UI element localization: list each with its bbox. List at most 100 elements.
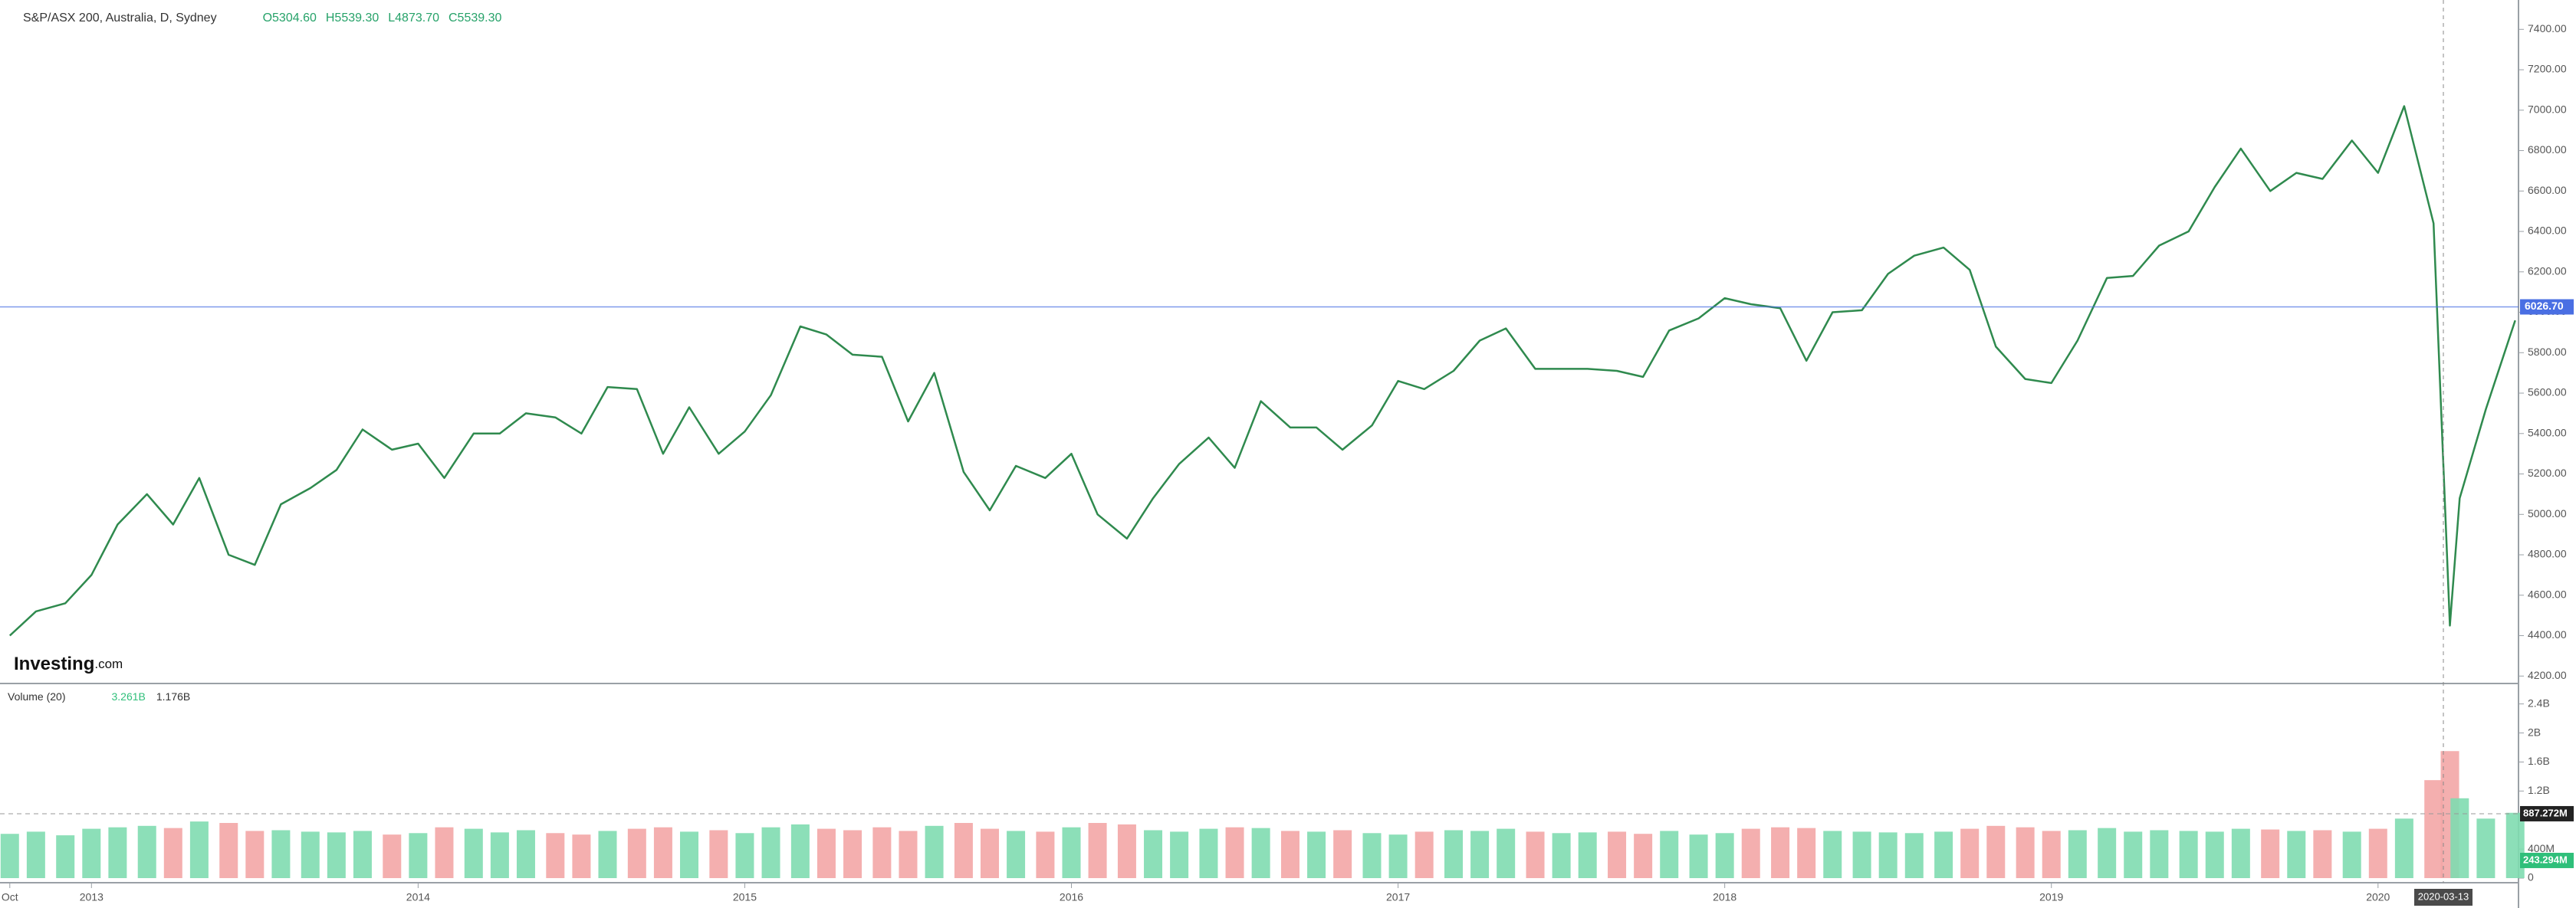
volume-bar: [516, 830, 535, 878]
volume-bar: [2124, 831, 2143, 878]
volume-bar: [899, 831, 918, 878]
y-tick-label: 7000.00: [2528, 103, 2567, 115]
volume-bar: [680, 831, 699, 878]
volume-bar: [1307, 831, 1326, 878]
volume-bar: [1414, 831, 1434, 878]
volume-bar: [816, 828, 836, 878]
y-tick-label: 5000.00: [2528, 507, 2567, 520]
volume-bar: [1144, 830, 1163, 878]
volume-bar: [1333, 830, 1352, 878]
volume-bar: [1771, 827, 1790, 878]
price-tag-label: 6026.70: [2525, 300, 2564, 312]
volume-bar: [2016, 827, 2035, 878]
volume-bar: [2450, 798, 2469, 878]
volume-ma-value: 1.176B: [156, 690, 190, 703]
volume-bar: [925, 825, 944, 878]
crosshair-tag: [2414, 889, 2473, 906]
x-tick-label: 2013: [80, 891, 104, 903]
y-tick-label: 6400.00: [2528, 225, 2567, 237]
volume-bar: [2368, 828, 2387, 878]
volume-bar: [1470, 831, 1490, 878]
x-tick-label: 2020: [2366, 891, 2390, 903]
volume-bar: [271, 830, 291, 878]
volume-bar: [2231, 828, 2250, 878]
volume-bar: [1251, 828, 1270, 878]
volume-bar: [627, 828, 646, 878]
volume-bar: [409, 833, 428, 878]
volume-bar: [189, 821, 209, 878]
logo-main: Investing: [14, 654, 94, 674]
volume-tag-label: 887.272M: [2523, 807, 2568, 818]
volume-bar: [1578, 832, 1597, 878]
volume-title: Volume (20): [8, 690, 65, 703]
volume-bar: [653, 827, 672, 878]
price-tag: [2520, 299, 2574, 315]
price-line: [8, 105, 2516, 637]
logo-suffix: .com: [94, 657, 123, 671]
volume-bar: [980, 828, 999, 878]
y-tick-label: 5800.00: [2528, 346, 2567, 358]
volume-bar: [1199, 828, 1218, 878]
y-tick-label: 6800.00: [2528, 143, 2567, 156]
ohlc-open: O5304.60: [263, 11, 317, 25]
volume-bar: [2205, 831, 2224, 878]
volume-bar: [490, 832, 509, 878]
ohlc-high: H5539.30: [326, 11, 379, 25]
volume-bar: [327, 832, 346, 878]
y-tick-label: 4800.00: [2528, 548, 2567, 560]
x-tick-label: 2014: [406, 891, 430, 903]
volume-bar: [2476, 818, 2496, 878]
volume-bar: [761, 827, 780, 878]
volume-header: Volume (20) 3.261B 1.176B: [8, 690, 190, 703]
crosshair-label: 2020-03-13: [2418, 890, 2469, 902]
volume-bar: [1280, 831, 1300, 878]
volume-bar: [1225, 827, 1244, 878]
x-tick-label: 2016: [1060, 891, 1083, 903]
y-tick-label: 5400.00: [2528, 426, 2567, 438]
volume-bar: [245, 831, 264, 878]
volume-bar: [2313, 830, 2332, 878]
y-tick-label: 5200.00: [2528, 467, 2567, 479]
logo: Investing.com: [14, 654, 123, 674]
volume-bar: [1552, 833, 1571, 878]
volume-bar: [546, 833, 565, 878]
volume-bar: [1960, 828, 1980, 878]
volume-bar: [1117, 824, 1136, 878]
volume-bar: [383, 834, 402, 878]
volume-bar: [572, 834, 591, 878]
volume-bar: [82, 828, 101, 878]
volume-bar: [1934, 831, 1953, 878]
volume-bar: [843, 830, 863, 878]
volume-bar: [1062, 827, 1081, 878]
y-tick-label: 0: [2528, 871, 2534, 883]
y-tick-label: 6200.00: [2528, 264, 2567, 277]
y-tick-label: 4200.00: [2528, 669, 2567, 681]
volume-bar: [2098, 828, 2117, 878]
y-tick-label: 7200.00: [2528, 63, 2567, 75]
volume-bar: [709, 830, 728, 878]
volume-bar: [137, 825, 156, 878]
y-tick-label: 5600.00: [2528, 386, 2567, 398]
volume-bar: [1689, 834, 1708, 878]
volume-bar: [1036, 831, 1055, 878]
volume-bar: [2261, 829, 2280, 878]
volume-bar: [219, 823, 238, 878]
y-tick-label: 1.6B: [2528, 755, 2550, 767]
ohlc-low: L4873.70: [388, 11, 439, 25]
ohlc-close: C5539.30: [449, 11, 501, 25]
volume-bar: [2342, 831, 2361, 878]
x-tick-label: 2019: [2039, 891, 2063, 903]
volume-bar: [1388, 834, 1408, 878]
y-tick-label: 7400.00: [2528, 22, 2567, 34]
volume-bar: [1797, 828, 1816, 878]
volume-bar: [1170, 831, 1189, 878]
chart-title: S&P/ASX 200, Australia, D, Sydney: [23, 11, 217, 25]
volume-bar: [26, 831, 45, 878]
volume-bar: [1608, 831, 1627, 878]
volume-bar: [2042, 831, 2061, 878]
y-tick-label: 400M: [2528, 842, 2555, 854]
volume-bar: [1444, 830, 1464, 878]
y-tick-label: 6600.00: [2528, 184, 2567, 196]
volume-bar: [1986, 825, 2006, 878]
